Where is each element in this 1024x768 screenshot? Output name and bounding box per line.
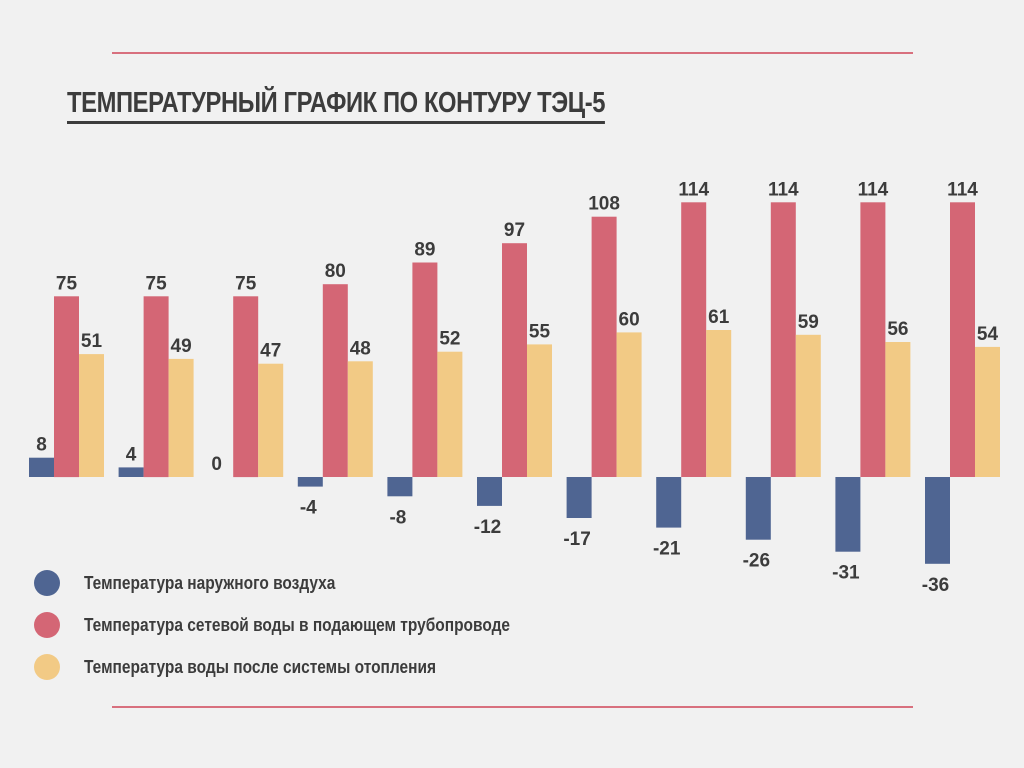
legend-item-outdoor: Температура наружного воздуха bbox=[34, 562, 579, 604]
data-label-outdoor-2: 4 bbox=[126, 444, 137, 465]
legend-item-supply: Температура сетевой воды в подающем труб… bbox=[34, 604, 579, 646]
legend-label-supply: Температура сетевой воды в подающем труб… bbox=[84, 614, 511, 635]
data-label-outdoor-4: -4 bbox=[300, 498, 317, 519]
bar-outdoor-9 bbox=[745, 477, 771, 540]
bar-supply-11 bbox=[950, 202, 975, 478]
legend-swatch-return bbox=[34, 654, 60, 680]
bar-supply-8 bbox=[681, 202, 707, 478]
bar-outdoor-10 bbox=[835, 477, 861, 552]
data-label-outdoor-6: -12 bbox=[474, 517, 501, 538]
data-label-outdoor-8: -21 bbox=[653, 539, 681, 560]
bar-supply-10 bbox=[860, 202, 886, 478]
bar-return-2 bbox=[168, 358, 194, 477]
bar-supply-9 bbox=[770, 202, 796, 478]
data-label-return-7: 60 bbox=[619, 309, 640, 330]
bar-return-7 bbox=[616, 332, 642, 477]
bar-supply-7 bbox=[591, 216, 617, 477]
bottom-rule bbox=[112, 706, 913, 708]
data-label-supply-10: 114 bbox=[858, 179, 889, 200]
data-label-return-9: 59 bbox=[798, 312, 819, 333]
bar-return-6 bbox=[527, 344, 552, 477]
data-label-supply-8: 114 bbox=[678, 179, 709, 200]
legend-swatch-supply bbox=[34, 612, 60, 638]
bar-return-3 bbox=[258, 363, 284, 477]
data-label-outdoor-9: -26 bbox=[743, 551, 770, 572]
data-label-supply-5: 89 bbox=[414, 240, 435, 261]
top-rule bbox=[112, 52, 913, 54]
data-label-supply-4: 80 bbox=[325, 261, 346, 282]
bar-outdoor-2 bbox=[118, 467, 144, 477]
data-label-return-1: 51 bbox=[81, 331, 103, 352]
data-label-return-6: 55 bbox=[529, 321, 551, 342]
bar-return-1 bbox=[79, 354, 104, 477]
data-label-return-5: 52 bbox=[439, 329, 460, 350]
data-label-supply-11: 114 bbox=[947, 179, 978, 200]
data-label-return-3: 47 bbox=[260, 341, 281, 362]
bar-return-4 bbox=[347, 361, 373, 477]
bar-outdoor-1 bbox=[29, 457, 54, 477]
chart-title: ТЕМПЕРАТУРНЫЙ ГРАФИК ПО КОНТУРУ ТЭЦ-5 bbox=[67, 86, 605, 124]
bar-outdoor-5 bbox=[387, 477, 413, 497]
legend-label-return: Температура воды после системы отопления bbox=[84, 656, 437, 677]
legend-item-return: Температура воды после системы отопления bbox=[34, 646, 579, 688]
data-label-outdoor-7: -17 bbox=[563, 529, 590, 550]
bar-return-5 bbox=[437, 351, 463, 477]
bar-return-10 bbox=[885, 342, 911, 477]
data-label-supply-1: 75 bbox=[56, 273, 78, 294]
data-label-return-2: 49 bbox=[171, 336, 192, 357]
bar-return-9 bbox=[795, 334, 821, 477]
bar-return-8 bbox=[706, 330, 732, 477]
data-label-return-11: 54 bbox=[977, 324, 999, 345]
data-label-supply-2: 75 bbox=[146, 273, 168, 294]
bar-outdoor-6 bbox=[477, 477, 502, 506]
data-label-return-10: 56 bbox=[887, 319, 908, 340]
data-label-supply-6: 97 bbox=[504, 220, 525, 241]
legend-label-outdoor: Температура наружного воздуха bbox=[84, 572, 336, 593]
bar-supply-6 bbox=[502, 243, 527, 477]
bar-supply-4 bbox=[322, 284, 348, 477]
legend: Температура наружного воздуха Температур… bbox=[34, 562, 579, 688]
data-label-supply-3: 75 bbox=[235, 273, 257, 294]
data-label-outdoor-1: 8 bbox=[36, 435, 47, 456]
bar-supply-1 bbox=[54, 296, 79, 478]
bar-outdoor-7 bbox=[566, 477, 592, 518]
legend-swatch-outdoor bbox=[34, 570, 60, 596]
data-label-return-4: 48 bbox=[350, 338, 371, 359]
data-label-outdoor-11: -36 bbox=[922, 575, 949, 596]
bar-supply-3 bbox=[233, 296, 259, 478]
data-label-outdoor-3: 0 bbox=[211, 454, 222, 475]
bar-supply-5 bbox=[412, 262, 438, 477]
bar-return-11 bbox=[975, 346, 1000, 477]
data-label-return-8: 61 bbox=[708, 307, 730, 328]
data-label-outdoor-10: -31 bbox=[832, 563, 860, 584]
bar-outdoor-11 bbox=[925, 477, 950, 564]
data-label-supply-9: 114 bbox=[768, 179, 799, 200]
data-label-supply-7: 108 bbox=[588, 194, 620, 215]
bar-supply-2 bbox=[143, 296, 169, 478]
bar-outdoor-8 bbox=[656, 477, 682, 528]
bar-outdoor-4 bbox=[297, 477, 323, 487]
data-label-outdoor-5: -8 bbox=[389, 507, 406, 528]
